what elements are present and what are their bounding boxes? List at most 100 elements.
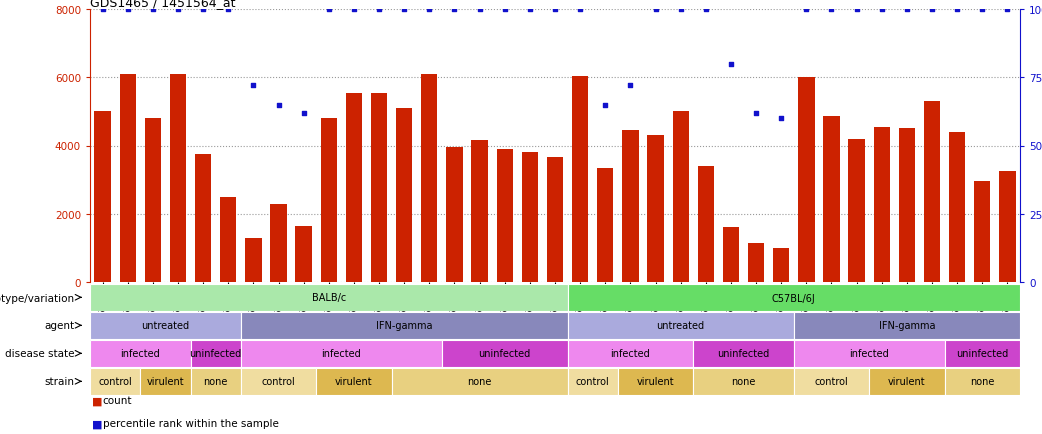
Point <box>873 7 890 13</box>
Bar <box>90 368 141 395</box>
Bar <box>693 368 794 395</box>
Bar <box>873 128 890 283</box>
Text: uninfected: uninfected <box>717 349 770 358</box>
Point <box>697 7 714 13</box>
Bar <box>241 312 568 339</box>
Text: uninfected: uninfected <box>478 349 530 358</box>
Text: none: none <box>468 377 492 387</box>
Point <box>949 7 966 13</box>
Bar <box>622 131 639 283</box>
Point <box>923 7 940 13</box>
Text: none: none <box>970 377 994 387</box>
Bar <box>794 312 1020 339</box>
Text: disease state: disease state <box>5 349 74 358</box>
Bar <box>794 340 945 367</box>
Point <box>346 7 363 13</box>
Bar <box>191 368 241 395</box>
Text: none: none <box>731 377 755 387</box>
Bar <box>442 340 568 367</box>
Point <box>145 7 162 13</box>
Bar <box>296 226 312 283</box>
Text: C57BL/6J: C57BL/6J <box>772 293 816 303</box>
Point <box>597 102 614 109</box>
Point <box>94 7 110 13</box>
Bar <box>823 117 840 283</box>
Bar <box>371 93 388 283</box>
Bar <box>848 139 865 283</box>
Point <box>647 7 664 13</box>
Point <box>421 7 438 13</box>
Bar <box>568 284 1020 311</box>
Bar <box>869 368 945 395</box>
Bar <box>568 340 693 367</box>
Point <box>120 7 137 13</box>
Bar <box>798 78 815 283</box>
Point <box>622 83 639 90</box>
Text: control: control <box>815 377 848 387</box>
Bar <box>773 248 790 283</box>
Point <box>773 115 790 122</box>
Bar <box>497 150 513 283</box>
Bar <box>547 158 563 283</box>
Text: BALB/c: BALB/c <box>312 293 346 303</box>
Point <box>295 110 312 117</box>
Bar <box>191 340 241 367</box>
Text: none: none <box>203 377 228 387</box>
Bar <box>698 167 714 283</box>
Bar <box>999 172 1016 283</box>
Bar <box>95 112 110 283</box>
Bar <box>245 238 262 283</box>
Bar <box>321 119 337 283</box>
Text: genotype/variation: genotype/variation <box>0 293 74 303</box>
Bar <box>723 228 739 283</box>
Text: control: control <box>98 377 132 387</box>
Bar <box>898 129 915 283</box>
Bar <box>945 368 1020 395</box>
Text: virulent: virulent <box>147 377 184 387</box>
Point <box>195 7 212 13</box>
Bar <box>572 76 589 283</box>
Bar <box>421 75 438 283</box>
Bar <box>392 368 568 395</box>
Bar <box>949 132 965 283</box>
Text: virulent: virulent <box>888 377 925 387</box>
Bar <box>241 368 316 395</box>
Bar <box>270 204 287 283</box>
Bar <box>346 93 362 283</box>
Point <box>748 110 765 117</box>
Text: infected: infected <box>121 349 160 358</box>
Bar <box>90 340 191 367</box>
Bar <box>170 75 187 283</box>
Bar <box>141 368 191 395</box>
Bar <box>145 119 162 283</box>
Text: uninfected: uninfected <box>957 349 1009 358</box>
Bar <box>647 136 664 283</box>
Bar <box>672 112 689 283</box>
Text: virulent: virulent <box>637 377 674 387</box>
Bar <box>618 368 693 395</box>
Bar <box>241 340 442 367</box>
Point <box>396 7 413 13</box>
Point <box>547 7 564 13</box>
Text: control: control <box>262 377 295 387</box>
Text: infected: infected <box>322 349 362 358</box>
Bar <box>693 340 794 367</box>
Text: GDS1465 / 1451564_at: GDS1465 / 1451564_at <box>90 0 235 9</box>
Bar <box>568 368 618 395</box>
Text: untreated: untreated <box>142 321 190 331</box>
Bar <box>597 168 614 283</box>
Bar <box>748 243 764 283</box>
Text: strain: strain <box>45 377 74 387</box>
Text: agent: agent <box>44 321 74 331</box>
Bar <box>794 368 869 395</box>
Bar <box>316 368 392 395</box>
Point <box>270 102 287 109</box>
Bar <box>220 198 237 283</box>
Bar <box>120 75 135 283</box>
Point <box>321 7 338 13</box>
Text: count: count <box>102 395 132 405</box>
Text: infected: infected <box>611 349 650 358</box>
Text: untreated: untreated <box>656 321 704 331</box>
Text: control: control <box>576 377 610 387</box>
Bar <box>446 148 463 283</box>
